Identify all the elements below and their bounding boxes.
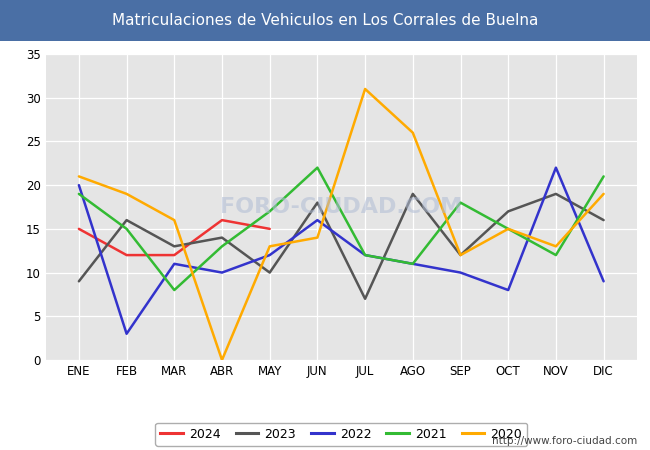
Text: Matriculaciones de Vehiculos en Los Corrales de Buelna: Matriculaciones de Vehiculos en Los Corr… — [112, 13, 538, 28]
Legend: 2024, 2023, 2022, 2021, 2020: 2024, 2023, 2022, 2021, 2020 — [155, 423, 527, 446]
Text: http://www.foro-ciudad.com: http://www.foro-ciudad.com — [492, 436, 637, 446]
Text: FORO-CIUDAD.COM: FORO-CIUDAD.COM — [220, 197, 462, 217]
